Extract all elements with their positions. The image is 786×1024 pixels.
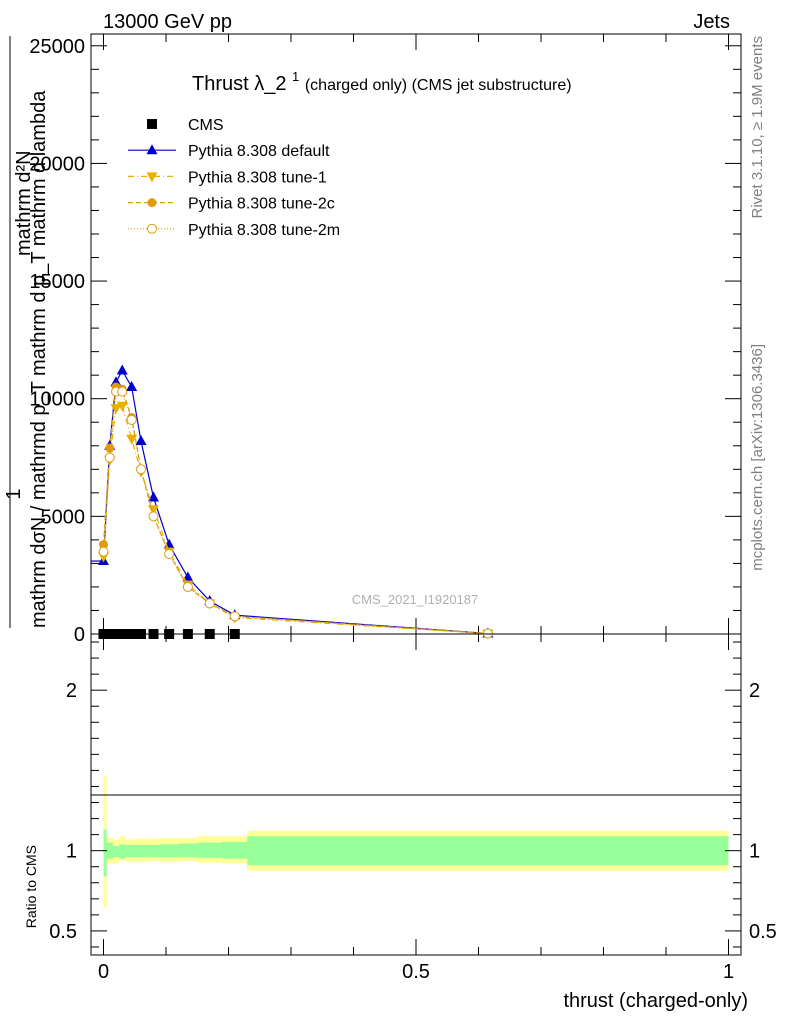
data-point: [110, 404, 122, 415]
data-point: [104, 452, 115, 463]
chart-title-tail: (charged only) (CMS jet substructure): [305, 77, 572, 94]
main-y-tick-label: 0: [74, 624, 85, 646]
data-point: [126, 434, 138, 445]
series-4: [98, 386, 493, 639]
ratio-bands: [103, 775, 729, 909]
legend-entry-0: CMS: [147, 117, 224, 134]
ratio-panel: 0.5 0.51 12 2 0 0.5 1 Ratio to CMS thrust (ch…: [23, 633, 777, 1012]
data-point: [116, 401, 128, 412]
header-right: Jets: [693, 11, 730, 33]
legend-label: Pythia 8.308 tune-2c: [188, 196, 335, 213]
main-y-label: 1 mathrm dσN / mathrmd p_T mathrm d p_T …: [3, 36, 50, 628]
main-y-tick-label: 10000: [29, 389, 85, 411]
data-point: [148, 511, 159, 522]
main-y-tick-label: 15000: [29, 271, 85, 293]
data-point: [105, 443, 115, 453]
legend-label: Pythia 8.308 default: [188, 143, 330, 160]
x-tick-label: 0: [98, 961, 109, 983]
data-point: [148, 505, 159, 516]
legend-entry-4: Pythia 8.308 tune-2m: [128, 222, 340, 239]
legend-label: Pythia 8.308 tune-2m: [188, 222, 340, 239]
main-panel: 0 5000 10000 15000 20000 25000 CMS_2021_I1920…: [29, 33, 742, 646]
x-axis-label: thrust (charged-only): [563, 990, 748, 1012]
ratio-y-tick-label: 1: [66, 841, 77, 863]
legend-label: CMS: [188, 117, 224, 134]
data-point: [204, 598, 215, 609]
rivet-label: Rivet 3.1.10, ≥ 1.9M events: [749, 36, 766, 219]
data-point: [136, 464, 146, 475]
data-point: [99, 540, 108, 550]
legend-marker: [147, 223, 157, 234]
data-point: [148, 491, 159, 502]
chart-title-main: Thrust λ_2: [192, 73, 286, 95]
y-label-numerator: 1: [3, 488, 25, 499]
y-label-denominator-b: mathrm d²N: [13, 150, 35, 256]
legend-entry-3: Pythia 8.308 tune-2c: [128, 196, 335, 213]
main-y-ticks: 0 5000 10000 15000 20000 25000: [29, 36, 741, 646]
data-point: [98, 546, 109, 557]
legend-entry-2: Pythia 8.308 tune-1: [128, 169, 327, 186]
ratio-y-label: Ratio to CMS: [23, 845, 39, 928]
legend-marker: [146, 172, 158, 183]
y-label-denominator-a: mathrm dσN / mathrmd p_T mathrm d p_T ma…: [28, 90, 50, 628]
data-point: [126, 380, 138, 391]
data-point: [135, 435, 147, 446]
data-point: [126, 414, 137, 425]
data-point: [116, 364, 128, 375]
ratio-y-tick-label-right: 0.5: [749, 921, 777, 943]
mcplots-label: mcplots.cern.ch [arXiv:1306.3436]: [749, 344, 766, 571]
header-left: 13000 GeV pp: [103, 11, 232, 33]
legend: CMS Pythia 8.308 default Pythia 8.308 tune…: [128, 117, 340, 239]
ratio-inner-band: [103, 829, 729, 877]
ratio-y-ticks: 0.5 0.5 1 1 2 2: [49, 641, 777, 948]
x-tick-label: 1: [723, 961, 734, 983]
data-point: [164, 549, 175, 559]
watermark: CMS_2021_I1920187: [352, 592, 479, 607]
series-line: [102, 386, 488, 635]
legend-marker: [147, 119, 157, 129]
x-tick-label: 0.5: [402, 961, 430, 983]
legend-entry-1: Pythia 8.308 default: [128, 143, 330, 160]
data-point: [182, 581, 193, 592]
chart-title-superscript: 1: [292, 69, 299, 84]
data-point: [229, 611, 240, 622]
legend-marker: [147, 198, 157, 208]
legend-marker: [146, 144, 158, 155]
ratio-x-ticks: 0 0.5 1: [98, 634, 734, 983]
main-y-tick-label: 25000: [29, 36, 85, 58]
data-point: [163, 538, 175, 549]
ratio-y-tick-label: 2: [66, 680, 77, 702]
chart-title: Thrust λ_2 1 (charged only) (CMS jet sub…: [192, 64, 572, 95]
ratio-y-tick-label-right: 2: [749, 680, 760, 702]
legend-label: Pythia 8.308 tune-1: [188, 169, 327, 186]
ratio-y-tick-label: 0.5: [49, 921, 77, 943]
ratio-y-tick-label-right: 1: [749, 841, 760, 863]
data-point: [117, 386, 128, 397]
main-y-tick-label: 5000: [41, 506, 86, 528]
main-y-tick-label: 20000: [29, 153, 85, 175]
